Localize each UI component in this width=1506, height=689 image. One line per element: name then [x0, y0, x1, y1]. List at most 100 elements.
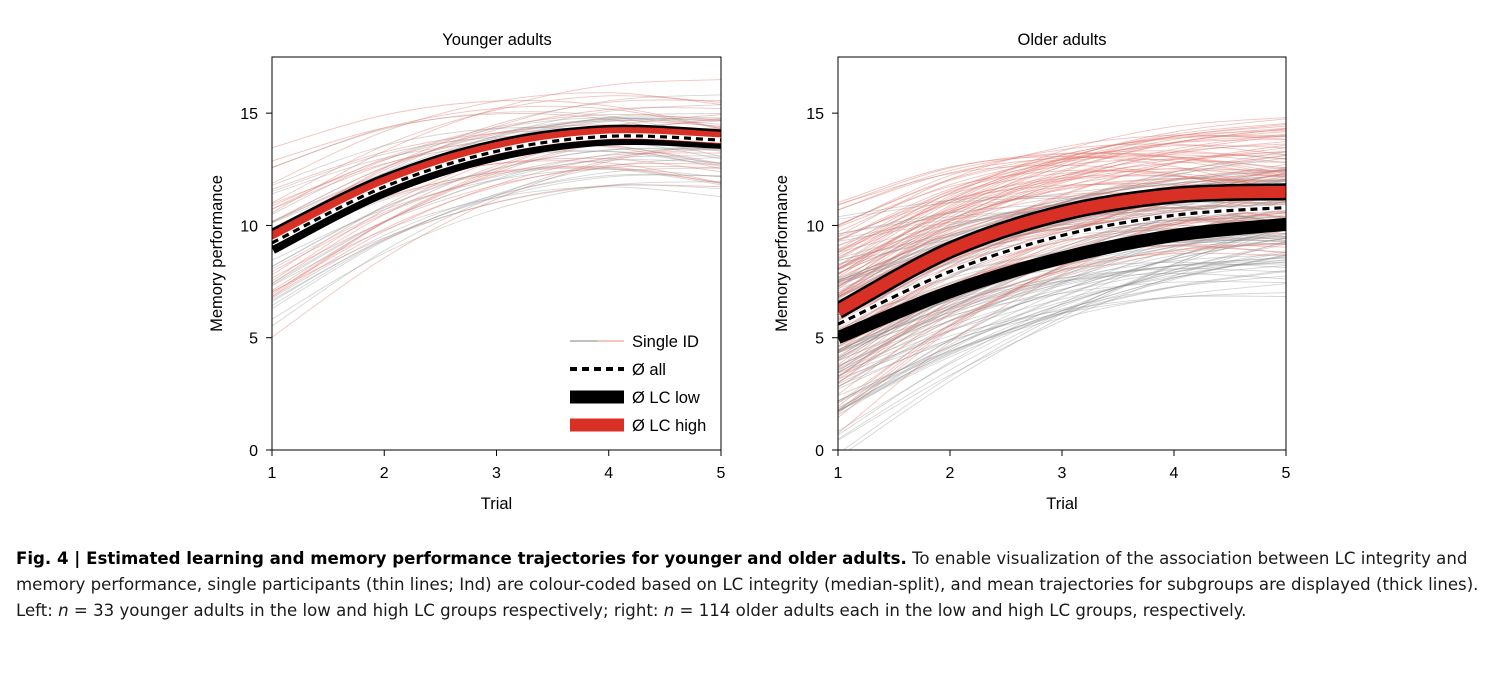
single-id-line	[272, 92, 721, 184]
single-id-line	[838, 204, 1286, 323]
single-id-line	[838, 229, 1286, 440]
y-tick-label: 5	[815, 331, 824, 348]
single-id-line	[838, 135, 1286, 260]
single-id-line	[838, 125, 1286, 278]
single-id-line	[272, 184, 721, 301]
single-id-line	[838, 186, 1286, 359]
y-axis-label: Memory performance	[773, 175, 791, 332]
single-id-line	[838, 178, 1286, 271]
single-id-line	[838, 227, 1286, 362]
single-id-line	[838, 252, 1286, 402]
single-id-line	[838, 177, 1286, 275]
single-id-line	[272, 167, 721, 306]
legend-label: Ø LC high	[632, 417, 706, 435]
single-id-line	[838, 264, 1286, 374]
single-id-line	[838, 261, 1286, 373]
single-id-line	[272, 186, 721, 287]
single-id-line	[838, 175, 1286, 251]
single-id-line	[838, 152, 1286, 233]
single-id-line	[838, 237, 1286, 385]
single-id-line	[272, 95, 721, 204]
single-id-line	[272, 152, 721, 273]
single-id-line	[838, 154, 1286, 270]
single-id-line	[838, 155, 1286, 226]
y-tick-label: 15	[806, 106, 824, 123]
chart-title: Younger adults	[442, 31, 551, 49]
single-id-line	[272, 174, 721, 302]
figure: 1 2 3 4 5 0 5 10 15 Younger adults Trial Memory per…	[208, 31, 1291, 513]
x-tick-label: 4	[604, 465, 613, 482]
single-id-line	[272, 105, 721, 169]
single-id-line	[838, 156, 1286, 211]
single-id-line	[838, 134, 1286, 237]
single-id-line	[838, 220, 1286, 336]
plot-area	[272, 79, 721, 338]
single-id-line	[838, 167, 1286, 270]
single-id-line	[838, 133, 1286, 294]
single-id-line	[272, 184, 721, 293]
single-id-line	[838, 233, 1286, 354]
single-id-line	[842, 226, 1286, 450]
single-id-line	[272, 111, 721, 168]
single-id-line	[838, 157, 1286, 292]
single-id-line	[838, 254, 1286, 409]
single-id-line	[838, 223, 1286, 436]
legend: Single ID Ø all Ø LC low Ø LC high	[570, 333, 706, 435]
single-id-line	[838, 151, 1286, 296]
single-id-line	[838, 185, 1286, 418]
caption-title: Fig. 4 | Estimated learning and memory p…	[16, 549, 907, 568]
mean-all-line	[272, 134, 721, 245]
single-id-line	[838, 118, 1286, 276]
single-id-line	[838, 164, 1286, 205]
single-id-line	[838, 129, 1286, 268]
single-id-line	[272, 142, 721, 338]
panel-older-adults: 1 2 3 4 5 0 5 10 15 Older adults Trial Memory perfo…	[773, 31, 1291, 513]
single-id-line	[838, 156, 1286, 203]
x-tick-label: 4	[1170, 465, 1179, 482]
single-id-line	[838, 134, 1286, 256]
y-tick-label: 15	[240, 106, 258, 123]
single-id-line	[838, 237, 1286, 371]
single-id-line	[838, 158, 1286, 242]
single-id-line	[838, 243, 1286, 368]
single-id-line	[838, 138, 1286, 259]
single-id-line	[838, 257, 1286, 354]
single-id-line	[838, 292, 1286, 380]
legend-label: Ø all	[632, 361, 666, 379]
single-id-line	[272, 165, 721, 279]
single-id-line	[838, 154, 1286, 241]
single-id-line	[272, 107, 721, 232]
single-id-line	[838, 191, 1286, 357]
single-id-line	[838, 240, 1286, 441]
x-tick-label: 1	[834, 465, 843, 482]
single-id-line	[272, 148, 721, 298]
x-axis-label: Trial	[1046, 495, 1077, 513]
single-id-line	[838, 204, 1286, 412]
single-id-line	[838, 123, 1286, 270]
single-id-line	[838, 241, 1286, 432]
single-id-line	[838, 161, 1286, 271]
single-id-line	[838, 127, 1286, 288]
single-id-line	[838, 261, 1286, 320]
single-id-line	[838, 143, 1286, 290]
single-id-line	[272, 168, 721, 261]
y-tick-label: 0	[249, 443, 258, 460]
single-id-line	[838, 174, 1286, 296]
single-id-line	[838, 228, 1286, 367]
single-id-lines	[838, 117, 1286, 450]
single-id-line	[838, 179, 1286, 299]
panel-younger-adults: 1 2 3 4 5 0 5 10 15 Younger adults Trial Memory per…	[208, 31, 726, 513]
single-id-line	[838, 283, 1286, 397]
x-tick-label: 3	[1058, 465, 1067, 482]
single-id-line	[838, 169, 1286, 228]
x-tick-label: 1	[268, 465, 277, 482]
single-id-line	[848, 222, 1286, 450]
single-id-line	[838, 219, 1286, 281]
caption-text-2: = 33 younger adults in the low and high …	[68, 601, 664, 620]
single-id-line	[838, 263, 1286, 351]
single-id-line	[838, 134, 1286, 299]
single-id-line	[838, 124, 1286, 284]
single-id-line	[838, 253, 1286, 348]
single-id-line	[272, 155, 721, 284]
single-id-line	[272, 120, 721, 222]
